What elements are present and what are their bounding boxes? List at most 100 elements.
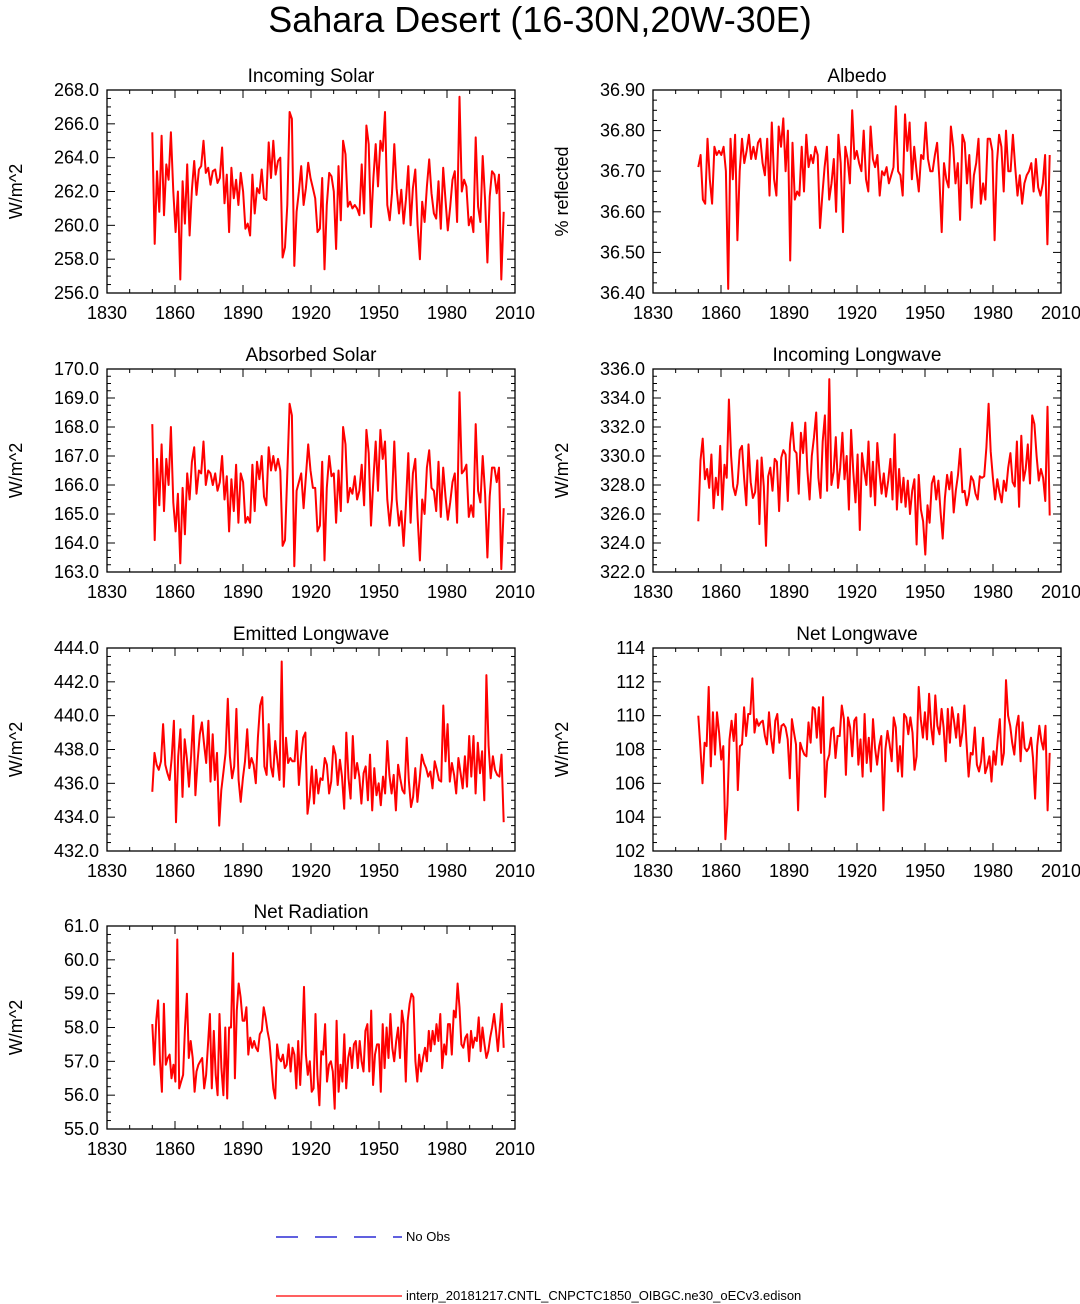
y-tick-label: 36.50 [600, 242, 645, 262]
y-tick-label: 444.0 [54, 638, 99, 658]
panel-title: Net Longwave [796, 624, 917, 645]
legend-model-label: interp_20181217.CNTL_CNPCTC1850_OIBGC.ne… [406, 1288, 801, 1303]
x-tick-label: 1860 [155, 303, 195, 323]
panel-title: Incoming Solar [248, 66, 375, 87]
x-tick-label: 1890 [223, 303, 263, 323]
panel-absorbed-solar: Absorbed Solar W/m^2 1830 1860 1890 1920 1950 1… [6, 345, 535, 602]
y-tick-label: 108 [615, 740, 645, 760]
y-tick-label: 328.0 [600, 475, 645, 495]
y-tick-label: 170.0 [54, 359, 99, 379]
y-tick-label: 332.0 [600, 417, 645, 437]
y-tick-label: 334.0 [600, 388, 645, 408]
y-tick-label: 60.0 [64, 950, 99, 970]
y-tick-label: 110 [616, 706, 645, 726]
x-tick-label: 1830 [633, 861, 673, 881]
y-tick-label: 438.0 [54, 740, 99, 760]
x-tick-label: 1980 [427, 1139, 467, 1159]
y-tick-label: 104 [615, 807, 645, 827]
x-tick-label: 1950 [905, 303, 945, 323]
x-tick-label: 1860 [701, 582, 741, 602]
panel-title: Albedo [827, 66, 886, 87]
x-tick-label: 1830 [87, 861, 127, 881]
x-tick-label: 1980 [973, 861, 1013, 881]
y-axis-label: W/m^2 [6, 443, 26, 498]
legend-obs-label: No Obs [406, 1229, 451, 1244]
x-tick-label: 1920 [291, 861, 331, 881]
y-tick-label: 166.0 [54, 475, 99, 495]
y-tick-label: 266.0 [54, 114, 99, 134]
x-tick-label: 2010 [495, 582, 535, 602]
x-tick-label: 1950 [905, 582, 945, 602]
x-tick-label: 1860 [155, 582, 195, 602]
y-tick-label: 36.80 [600, 121, 645, 141]
panel-incoming-longwave: Incoming Longwave W/m^2 1830 1860 1890 1920 19… [552, 345, 1080, 602]
y-tick-label: 260.0 [54, 215, 99, 235]
x-tick-label: 1920 [837, 303, 877, 323]
y-axis-label: W/m^2 [552, 722, 572, 777]
x-tick-label: 1980 [973, 582, 1013, 602]
x-tick-label: 1980 [973, 303, 1013, 323]
y-tick-label: 436.0 [54, 773, 99, 793]
y-tick-label: 330.0 [600, 446, 645, 466]
series-line-incoming-solar [151, 95, 505, 281]
y-tick-label: 36.40 [600, 283, 645, 303]
x-tick-label: 1950 [905, 861, 945, 881]
y-axis-label: W/m^2 [6, 164, 26, 219]
x-tick-label: 1980 [427, 861, 467, 881]
y-tick-label: 59.0 [64, 984, 99, 1004]
x-tick-label: 1920 [291, 1139, 331, 1159]
y-tick-label: 36.60 [600, 202, 645, 222]
y-tick-label: 114 [616, 638, 645, 658]
panel-title: Emitted Longwave [233, 624, 389, 645]
x-tick-label: 1920 [291, 582, 331, 602]
y-tick-label: 440.0 [54, 706, 99, 726]
y-axis-label: W/m^2 [6, 722, 26, 777]
x-tick-label: 1830 [633, 582, 673, 602]
y-tick-label: 61.0 [64, 916, 99, 936]
plot-frame [106, 647, 516, 852]
y-axis-label: W/m^2 [6, 1000, 26, 1055]
y-tick-label: 442.0 [54, 672, 99, 692]
x-tick-label: 2010 [495, 303, 535, 323]
x-tick-label: 1890 [223, 861, 263, 881]
y-tick-label: 165.0 [54, 504, 99, 524]
y-tick-label: 262.0 [54, 182, 99, 202]
x-tick-label: 1830 [87, 1139, 127, 1159]
y-tick-label: 432.0 [54, 841, 99, 861]
y-tick-label: 112 [616, 672, 645, 692]
x-tick-label: 1920 [837, 582, 877, 602]
x-tick-label: 1890 [769, 861, 809, 881]
y-tick-label: 57.0 [64, 1051, 99, 1071]
x-tick-label: 1950 [359, 303, 399, 323]
plot-frame [106, 89, 516, 294]
y-tick-label: 336.0 [600, 359, 645, 379]
y-tick-label: 169.0 [54, 388, 99, 408]
y-tick-label: 434.0 [54, 807, 99, 827]
page-title: Sahara Desert (16-30N,20W-30E) [268, 0, 812, 40]
x-tick-label: 1890 [769, 303, 809, 323]
y-tick-label: 163.0 [54, 562, 99, 582]
x-tick-label: 1890 [223, 582, 263, 602]
y-tick-label: 58.0 [64, 1018, 99, 1038]
x-tick-label: 1860 [701, 861, 741, 881]
y-tick-label: 106 [615, 773, 645, 793]
y-axis-label: % reflected [552, 146, 572, 236]
x-tick-label: 1980 [427, 303, 467, 323]
series-line-incoming-longwave [697, 378, 1051, 556]
x-tick-label: 1860 [701, 303, 741, 323]
panel-albedo: Albedo % reflected 1830 1860 1890 1920 1950 198… [552, 66, 1080, 323]
y-tick-label: 55.0 [64, 1119, 99, 1139]
y-tick-label: 324.0 [600, 533, 645, 553]
y-axis-label: W/m^2 [552, 443, 572, 498]
x-tick-label: 1980 [427, 582, 467, 602]
y-tick-label: 56.0 [64, 1085, 99, 1105]
series-line-net-longwave [697, 677, 1051, 841]
panel-title: Net Radiation [253, 902, 368, 923]
x-tick-label: 1920 [837, 861, 877, 881]
x-tick-label: 1860 [155, 1139, 195, 1159]
series-line-albedo [697, 105, 1051, 290]
plot-frame [652, 89, 1062, 294]
y-tick-label: 102 [615, 841, 645, 861]
x-tick-label: 1890 [769, 582, 809, 602]
